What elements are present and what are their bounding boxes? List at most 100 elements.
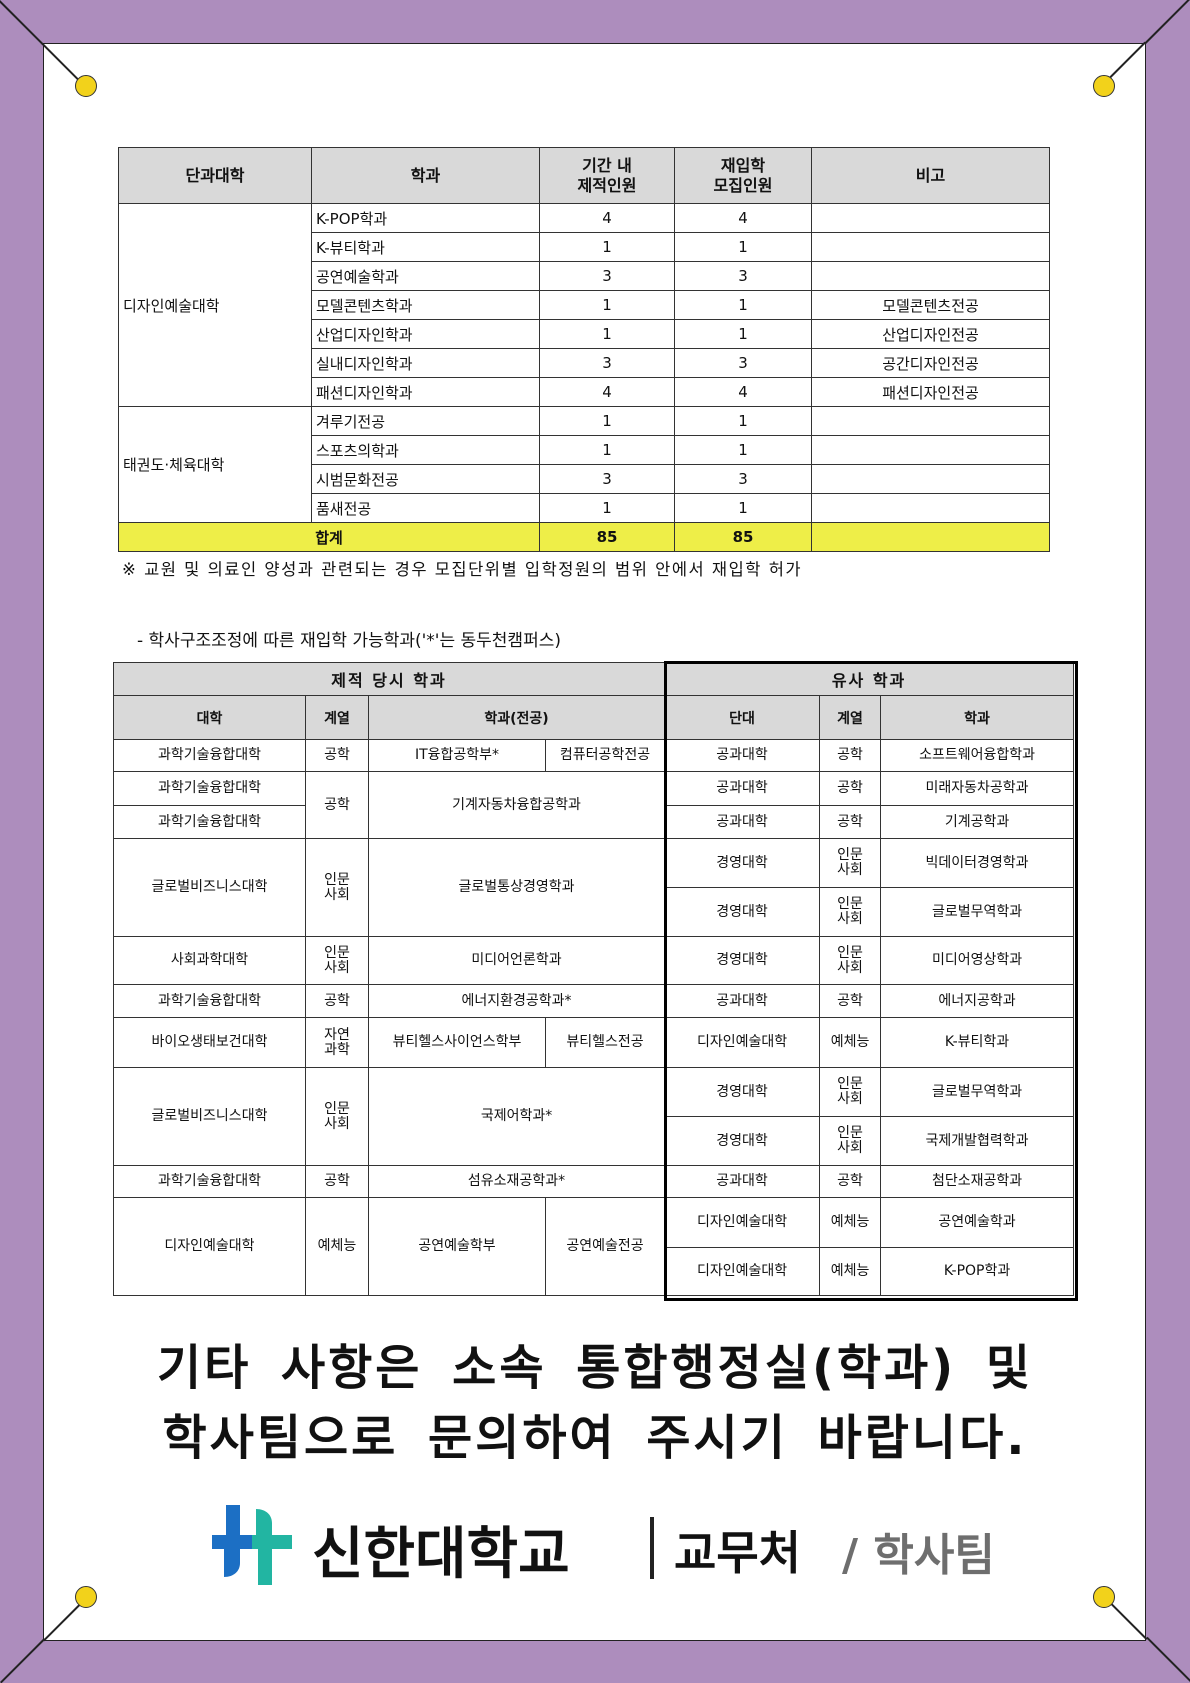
closing-line-1: 기타 사항은 소속 통합행정실(학과) 및 <box>156 1340 1034 1396</box>
department-cell: 패션디자인학과 <box>311 377 540 407</box>
department-cell: 산업디자인학과 <box>311 319 540 349</box>
remark-cell <box>811 232 1050 262</box>
table-cell: IT융합공학부* <box>368 739 546 772</box>
recruit-count-cell: 3 <box>674 261 812 291</box>
table-cell: 빅데이터경영학과 <box>880 838 1075 888</box>
department-cell: 품새전공 <box>311 493 540 523</box>
table-cell: 기계자동차융합공학과 <box>367 771 666 839</box>
table-cell: 섬유소재공학과* <box>367 1165 666 1198</box>
corner-string-tl-outer <box>0 0 44 45</box>
corner-string-tr-outer <box>1145 0 1190 44</box>
table-cell: K-POP학과 <box>880 1247 1075 1296</box>
table-cell: 뷰티헬스사이언스학부 <box>368 1017 546 1068</box>
table-cell: 공연예술학과 <box>880 1197 1075 1248</box>
table-cell: 예체능 <box>305 1197 369 1296</box>
column-header: 비고 <box>811 147 1050 204</box>
table-cell: 컴퓨터공학전공 <box>544 739 666 772</box>
office-name: 교무처 <box>674 1526 801 1580</box>
pin-icon <box>75 75 97 97</box>
department-cell: 공연예술학과 <box>311 261 540 291</box>
table-cell: 공학 <box>819 739 882 772</box>
table-cell: 미디어영상학과 <box>880 936 1075 985</box>
table-cell: 공학 <box>819 984 882 1018</box>
table-cell: 경영대학 <box>664 1116 821 1166</box>
table-cell: 공학 <box>305 739 369 772</box>
remark-cell: 패션디자인전공 <box>811 377 1050 407</box>
table-row: 경영대학 인문 사회 글로벌무역학과 <box>114 887 1075 937</box>
table-header-row: 단과대학 학과 기간 내 제적인원 재입학 모집인원 비고 <box>118 147 1050 204</box>
column-header: 기간 내 제적인원 <box>539 147 675 204</box>
total-row: 합계 85 85 <box>118 522 1050 552</box>
university-name: 신한대학교 <box>312 1522 570 1587</box>
column-header: 계열 <box>305 695 369 740</box>
pin-icon <box>75 1586 97 1608</box>
remark-cell: 공간디자인전공 <box>811 348 1050 378</box>
recruit-count-cell: 1 <box>674 232 812 262</box>
readmission-quota-table: 단과대학 학과 기간 내 제적인원 재입학 모집인원 비고 디자인예술대학 K-POP학과… <box>118 147 1050 552</box>
table-cell: 자연 과학 <box>305 1017 369 1068</box>
total-label: 합계 <box>118 522 540 552</box>
table-cell: 경영대학 <box>664 936 821 985</box>
closing-line-2: 학사팀으로 문의하여 주시기 바랍니다. <box>162 1410 1028 1466</box>
department-cell: K-POP학과 <box>311 203 540 233</box>
table-cell: 공과대학 <box>664 984 821 1018</box>
table-cell: 국제개발협력학과 <box>880 1116 1075 1166</box>
table-cell: 공과대학 <box>664 739 821 772</box>
column-header: 재입학 모집인원 <box>674 147 812 204</box>
recruit-count-cell: 1 <box>674 406 812 436</box>
pin-icon <box>1093 1586 1115 1608</box>
corner-string-bl-outer <box>0 1638 45 1683</box>
recruit-count-cell: 3 <box>674 464 812 494</box>
table-cell: 소프트웨어융합학과 <box>880 739 1075 772</box>
university-emblem-icon <box>212 1505 292 1585</box>
table-row: 시범문화전공 3 3 <box>119 464 1050 494</box>
group-header-similar: 유사 학과 <box>664 662 1075 696</box>
department-cell: 스포츠의학과 <box>311 435 540 465</box>
table-cell: 과학기술융합대학 <box>113 805 306 839</box>
remark-cell <box>811 203 1050 233</box>
group-header-original: 제적 당시 학과 <box>112 662 666 696</box>
table-cell: 과학기술융합대학 <box>113 984 306 1018</box>
table-row: 과학기술융합대학 공학 섬유소재공학과* 공과대학 공학 첨단소재공학과 <box>113 1165 1075 1198</box>
table-cell: 과학기술융합대학 <box>113 739 306 772</box>
table-row: 글로벌비즈니스대학 인문 사회 국제어학과* 경영대학 인문 사회 글로벌무역학과 <box>113 1067 1075 1166</box>
expelled-count-cell: 1 <box>539 493 675 523</box>
table-cell: 인문 사회 <box>819 838 882 888</box>
table-cell: 공학 <box>819 805 882 839</box>
department-cell: 모델콘텐츠학과 <box>311 290 540 320</box>
recruit-count-cell: 3 <box>674 348 812 378</box>
table-cell: 인문 사회 <box>819 1067 882 1117</box>
table-cell: 공학 <box>819 771 882 806</box>
column-header: 학과(전공) <box>367 695 666 740</box>
expelled-count-cell: 1 <box>539 319 675 349</box>
table-cell: 인문 사회 <box>819 887 882 937</box>
table-row: 과학기술융합대학 공과대학 공학 기계공학과 <box>113 805 1075 839</box>
column-header: 학과 <box>311 147 540 204</box>
table-row: 과학기술융합대학 공학 기계자동차융합공학과 공과대학 공학 미래자동차공학과 <box>113 771 1075 839</box>
college-cell: 디자인예술대학 <box>118 203 312 407</box>
table-row: 경영대학 인문 사회 국제개발협력학과 <box>114 1116 1075 1166</box>
team-name: / 학사팀 <box>842 1530 995 1581</box>
expelled-count-cell: 4 <box>539 203 675 233</box>
department-cell: 시범문화전공 <box>311 464 540 494</box>
table-cell: 디자인예술대학 <box>664 1017 821 1068</box>
expelled-count-cell: 1 <box>539 406 675 436</box>
column-header: 단대 <box>664 695 821 740</box>
remark-cell <box>811 435 1050 465</box>
expelled-count-cell: 3 <box>539 348 675 378</box>
table-row: 과학기술융합대학 공학 IT융합공학부* 컴퓨터공학전공 공과대학 공학 소프트웨어융합학과 <box>113 739 1075 772</box>
department-cell: 겨루기전공 <box>311 406 540 436</box>
table-cell: 인문 사회 <box>305 838 369 937</box>
table-row: 스포츠의학과 1 1 <box>119 435 1050 465</box>
table-cell: 뷰티헬스전공 <box>544 1017 666 1068</box>
remark-cell: 산업디자인전공 <box>811 319 1050 349</box>
expelled-count-cell: 1 <box>539 232 675 262</box>
remark-cell <box>811 406 1050 436</box>
remark-cell <box>811 493 1050 523</box>
table-cell: 디자인예술대학 <box>113 1197 306 1296</box>
table-row: 바이오생태보건대학 자연 과학 뷰티헬스사이언스학부 뷰티헬스전공 디자인예술대학 예체능… <box>113 1017 1075 1068</box>
table-cell: 과학기술융합대학 <box>113 1165 306 1198</box>
table-cell: 국제어학과* <box>367 1067 666 1166</box>
table-row: 글로벌비즈니스대학 인문 사회 글로벌통상경영학과 경영대학 인문 사회 빅데이터경영학과 <box>113 838 1075 937</box>
table-cell: 첨단소재공학과 <box>880 1165 1075 1198</box>
